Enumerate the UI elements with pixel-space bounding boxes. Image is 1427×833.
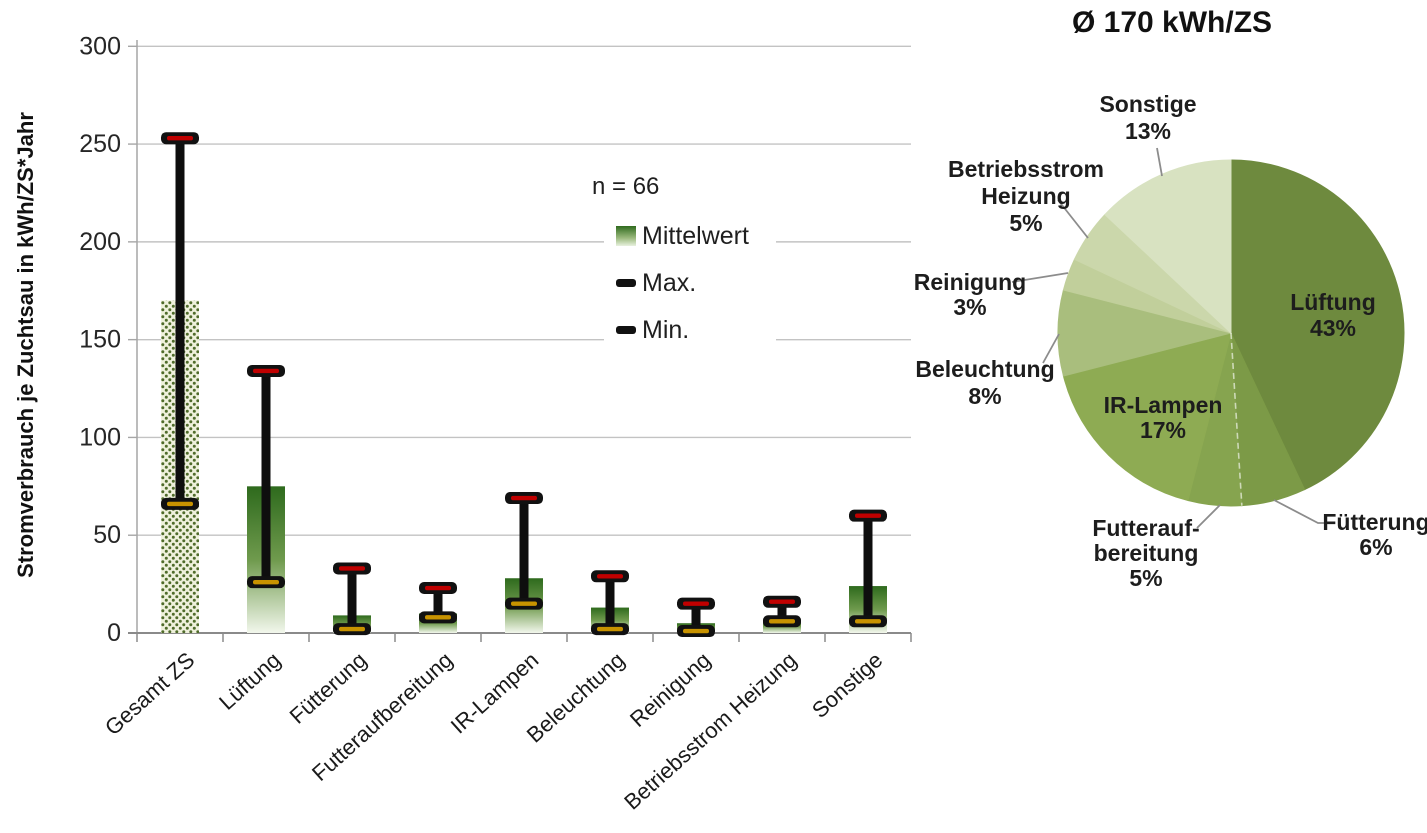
legend-max-swatch bbox=[616, 279, 636, 287]
y-tick-label-250: 250 bbox=[79, 130, 121, 158]
pie-label-futteraufbereitung: Futterauf-bereitung 5% bbox=[1092, 515, 1199, 591]
max-cap-inner-ir-lampen bbox=[511, 495, 537, 501]
error-bars bbox=[161, 132, 887, 638]
sample-size-label: n = 66 bbox=[592, 173, 660, 200]
pie-title: Ø 170 kWh/ZS bbox=[1071, 6, 1273, 39]
pie-slice-l-ftung bbox=[1230, 159, 1405, 491]
y-axis-title: Stromverbrauch je Zuchtsau in kWh/ZS*Jah… bbox=[13, 112, 38, 578]
pie-label-l-ftung: Lüftung 43% bbox=[1290, 289, 1376, 341]
max-cap-inner-reinigung bbox=[683, 601, 709, 606]
y-tick-label-100: 100 bbox=[79, 423, 121, 451]
max-cap-inner-gesamt-zs bbox=[167, 136, 193, 141]
legend-max-label: Max. bbox=[642, 268, 697, 297]
pie: Lüftung 43% Fütterung 6% Futterauf-bereitung… bbox=[914, 91, 1427, 591]
min-cap-inner-f-tterung bbox=[339, 626, 365, 632]
y-tick-label-300: 300 bbox=[79, 32, 121, 60]
min-cap-inner-l-ftung bbox=[253, 579, 279, 585]
pie-label-sonstige: Sonstige 13% bbox=[1099, 91, 1196, 144]
pie-slice-ir-lampen bbox=[1062, 332, 1232, 502]
max-cap-inner-sonstige bbox=[855, 513, 881, 518]
legend: Mittelwert Max. Min. bbox=[604, 210, 776, 352]
axes: 0 50 100 150 200 250 300 bbox=[79, 32, 912, 647]
y-tick-label-150: 150 bbox=[79, 326, 121, 354]
legend-item-max: Max. bbox=[616, 263, 776, 303]
pie-label-reinigung: Reinigung 3% bbox=[914, 269, 1026, 320]
legend-min-label: Min. bbox=[642, 315, 690, 344]
x-label-f-tterung: Fütterung bbox=[285, 647, 372, 729]
pie-leader-futteraufbereitung bbox=[1196, 504, 1221, 529]
pie-label-f-tterung: Fütterung 6% bbox=[1322, 509, 1427, 560]
max-cap-inner-futteraufbereitung bbox=[425, 585, 451, 591]
max-cap-inner-betriebsstrom-heizung bbox=[769, 599, 795, 604]
min-cap-inner-gesamt-zs bbox=[167, 501, 193, 507]
pie-leader-reinigung bbox=[1011, 272, 1069, 283]
pie-label-beleuchtung: Beleuchtung 8% bbox=[915, 356, 1054, 409]
gridlines bbox=[137, 45, 911, 536]
pie-leader-f-tterung bbox=[1273, 499, 1333, 524]
x-label-l-ftung: Lüftung bbox=[214, 647, 285, 715]
y-tick-label-200: 200 bbox=[79, 228, 121, 256]
max-cap-inner-l-ftung bbox=[253, 368, 279, 374]
min-cap-inner-beleuchtung bbox=[597, 626, 623, 632]
pie-label-betriebsstrom-heizung: Betriebsstrom Heizung 5% bbox=[948, 156, 1104, 236]
x-label-gesamt-zs: Gesamt ZS bbox=[100, 647, 199, 740]
x-label-betriebsstrom-heizung: Betriebsstrom Heizung bbox=[619, 647, 801, 814]
x-label-reinigung: Reinigung bbox=[625, 647, 715, 732]
legend-mean-swatch bbox=[616, 226, 636, 246]
min-cap-inner-reinigung bbox=[683, 628, 709, 634]
legend-mean-label: Mittelwert bbox=[642, 221, 749, 250]
y-tick-label-0: 0 bbox=[107, 619, 121, 647]
min-cap-inner-futteraufbereitung bbox=[425, 615, 451, 620]
pie-slice-divider-dashed bbox=[1230, 332, 1243, 506]
min-cap-inner-betriebsstrom-heizung bbox=[769, 619, 795, 624]
max-cap-inner-beleuchtung bbox=[597, 574, 623, 579]
x-label-sonstige: Sonstige bbox=[807, 647, 887, 723]
pie-leader-sonstige bbox=[1156, 147, 1163, 177]
min-cap-inner-ir-lampen bbox=[511, 601, 537, 606]
max-cap-inner-f-tterung bbox=[339, 566, 365, 571]
y-tick-label-50: 50 bbox=[93, 521, 121, 549]
category-labels: Gesamt ZS Lüftung FütterungFutteraufbereit… bbox=[100, 647, 887, 814]
min-cap-inner-sonstige bbox=[855, 619, 881, 624]
x-label-futteraufbereitung: Futteraufbereitung bbox=[307, 647, 457, 786]
legend-min-swatch bbox=[616, 326, 636, 334]
legend-item-min: Min. bbox=[616, 310, 776, 350]
legend-item-mean: Mittelwert bbox=[616, 216, 776, 256]
pie-leader-betriebsstrom-heizung bbox=[1057, 199, 1089, 239]
pie-label-ir-lampen: IR-Lampen 17% bbox=[1104, 392, 1223, 443]
pie-leader-beleuchtung bbox=[1042, 333, 1060, 364]
